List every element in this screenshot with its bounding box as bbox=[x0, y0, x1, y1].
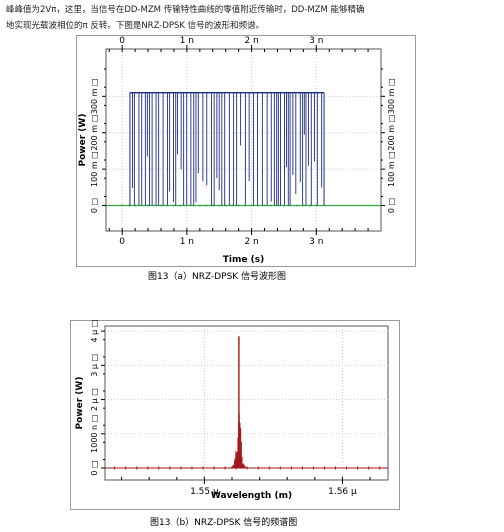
y-tick-label-left: 200 m □ bbox=[90, 115, 99, 151]
waveform-chart: 0 □ 0 □100 m □ 100 m □200 m □ 200 m □300 m … bbox=[76, 35, 416, 267]
baseline-marker bbox=[211, 204, 214, 207]
baseline-marker bbox=[166, 204, 169, 207]
figure-caption-b: 图13（b）NRZ-DPSK 信号的频谱图 bbox=[150, 518, 298, 528]
paragraph-line-1: 峰峰值为2Vπ，这里，当信号在DD-MZM 传输特性曲线的零值附近传输时，DD-… bbox=[6, 5, 365, 15]
y-tick-label-right: 100 m □ bbox=[387, 151, 396, 187]
x-tick-label-top: 0 bbox=[119, 36, 125, 46]
baseline-marker bbox=[276, 204, 279, 207]
baseline-marker bbox=[224, 204, 227, 207]
plot-area bbox=[104, 325, 389, 481]
baseline-marker bbox=[147, 204, 150, 207]
baseline-marker bbox=[218, 204, 221, 207]
baseline-marker bbox=[282, 204, 285, 207]
baseline-marker bbox=[270, 204, 272, 207]
baseline-marker bbox=[192, 204, 195, 207]
y-tick-label: 0 □ bbox=[90, 460, 99, 475]
baseline-marker bbox=[244, 204, 247, 207]
baseline-marker bbox=[121, 204, 124, 207]
y-tick-label: 1000 n □ bbox=[90, 415, 99, 453]
y-axis-label: Power (W) bbox=[78, 114, 88, 167]
baseline-marker bbox=[302, 204, 305, 207]
x-tick-label-top: 1 n bbox=[180, 36, 194, 46]
baseline-marker bbox=[257, 204, 260, 207]
x-tick-label-bottom: 3 n bbox=[309, 237, 323, 247]
x-axis-label: Wavelength (m) bbox=[211, 491, 292, 501]
x-tick-label-top: 2 n bbox=[244, 36, 258, 46]
baseline-marker bbox=[134, 204, 137, 207]
y-tick-label-left: 300 m □ bbox=[90, 78, 99, 114]
figure-caption-a: 图13（a）NRZ-DPSK 信号波形图 bbox=[148, 272, 287, 282]
y-tick-label: 4 µ □ bbox=[90, 320, 99, 343]
x-tick-label-bottom: 1 n bbox=[180, 237, 194, 247]
y-tick-label-right: 0 □ bbox=[387, 198, 396, 213]
baseline-marker bbox=[127, 204, 130, 207]
y-tick-label-left: 0 □ bbox=[90, 198, 99, 213]
x-tick-label-bottom: 0 bbox=[119, 237, 125, 247]
body-paragraph: 峰峰值为2Vπ，这里，当信号在DD-MZM 传输特性曲线的零值附近传输时，DD-… bbox=[6, 2, 498, 34]
y-axis-label: Power (W) bbox=[75, 377, 85, 430]
baseline-marker bbox=[308, 204, 311, 207]
x-tick-label: 1.56 µ bbox=[328, 487, 357, 497]
x-tick-label-top: 3 n bbox=[309, 36, 323, 46]
y-tick-label-right: 300 m □ bbox=[387, 78, 396, 114]
baseline-marker bbox=[295, 204, 298, 207]
x-tick-label: 1.55 µ bbox=[190, 487, 219, 497]
baseline-marker bbox=[315, 204, 318, 207]
baseline-marker bbox=[140, 204, 143, 207]
baseline-marker bbox=[179, 204, 182, 207]
baseline-marker bbox=[198, 204, 201, 207]
baseline-marker bbox=[250, 204, 253, 207]
baseline-marker bbox=[231, 204, 234, 207]
baseline-marker bbox=[185, 204, 188, 207]
y-tick-label-left: 100 m □ bbox=[90, 151, 99, 187]
baseline-marker bbox=[289, 204, 292, 207]
y-tick-label-right: 200 m □ bbox=[387, 115, 396, 151]
baseline-marker bbox=[172, 204, 175, 207]
baseline-marker bbox=[237, 204, 240, 207]
baseline-marker bbox=[263, 204, 266, 207]
baseline-marker bbox=[160, 204, 162, 207]
y-tick-label: 2 µ □ bbox=[90, 388, 99, 411]
paragraph-line-2: 地实现光载波相位的π 反转。下图是NRZ-DPSK 信号的波形和频谱。 bbox=[6, 21, 265, 31]
baseline-marker bbox=[205, 204, 208, 207]
baseline-marker bbox=[153, 204, 156, 207]
x-tick-label-bottom: 2 n bbox=[244, 237, 258, 247]
spectrum-chart: 0 □ 1000 n □ 2 µ □ 3 µ □ 4 µ □ 1.55 µ 1.56 µ Wa… bbox=[70, 320, 400, 510]
y-tick-label: 3 µ □ bbox=[90, 354, 99, 377]
x-axis-label: Time (s) bbox=[223, 255, 264, 265]
